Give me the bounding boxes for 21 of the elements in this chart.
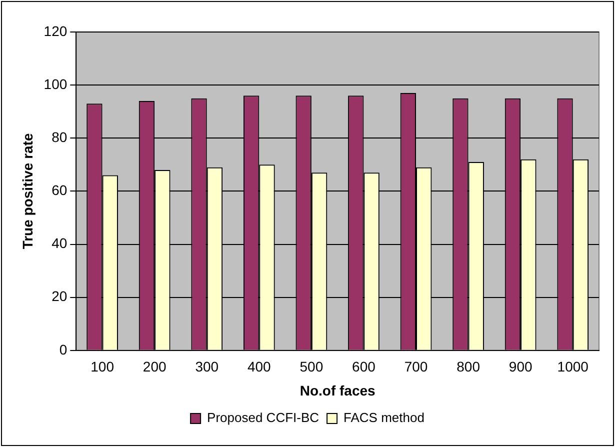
legend-label: FACS method xyxy=(344,410,424,426)
y-tick-label: 80 xyxy=(52,128,68,145)
x-tick-label: 100 xyxy=(90,358,114,375)
x-axis-title: No.of faces xyxy=(300,382,376,398)
x-tick-label: 700 xyxy=(404,358,428,375)
x-tick-label: 800 xyxy=(456,358,480,375)
x-tick-label: 900 xyxy=(508,358,532,375)
legend-label: Proposed CCFI-BC xyxy=(207,410,320,426)
x-tick-label: 200 xyxy=(142,358,166,375)
y-tick-label: 100 xyxy=(44,76,68,92)
y-tick-label: 120 xyxy=(44,22,68,39)
x-tick-label: 600 xyxy=(352,358,376,375)
y-axis-title: True positive rate xyxy=(19,133,36,250)
y-tick-label: 20 xyxy=(52,288,68,304)
y-tick-label: 40 xyxy=(52,235,68,252)
y-tick-label: 0 xyxy=(59,341,68,358)
x-tick-label: 400 xyxy=(247,358,272,375)
x-tick-label: 500 xyxy=(300,358,324,375)
x-tick-label: 300 xyxy=(195,358,219,375)
y-tick-label: 60 xyxy=(52,182,68,198)
x-tick-label: 1000 xyxy=(557,358,589,375)
